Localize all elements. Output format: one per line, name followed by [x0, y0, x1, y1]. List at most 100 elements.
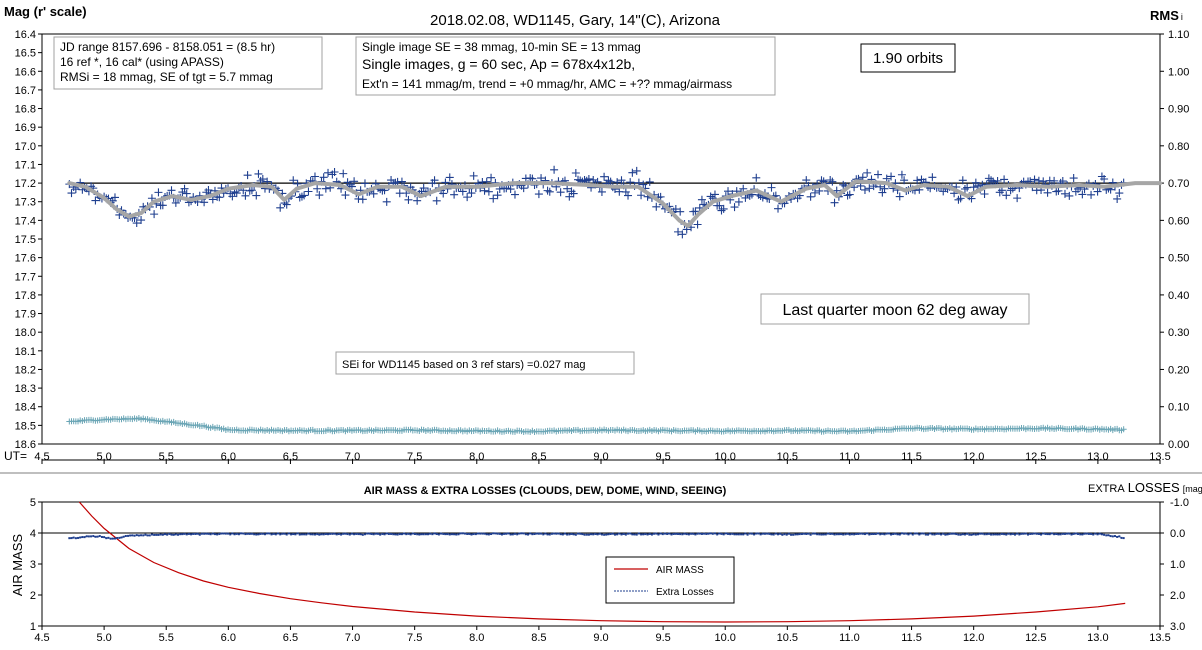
extra-losses-point [1050, 532, 1053, 535]
extra-losses-point [466, 532, 469, 535]
extra-losses-point [485, 533, 488, 536]
bottom-chart-title: AIR MASS & EXTRA LOSSES (CLOUDS, DEW, DO… [364, 485, 727, 497]
magnitude-point [652, 202, 661, 211]
top-y2-tick-label: 0.80 [1168, 141, 1189, 153]
extra-losses-point [196, 532, 199, 535]
extra-losses-point [1061, 532, 1064, 535]
extra-losses-point [894, 532, 897, 535]
magnitude-point [215, 193, 224, 202]
extra-losses-point [381, 532, 384, 535]
top-x-tick-label: 8.5 [531, 451, 546, 463]
extra-losses-point [227, 532, 230, 535]
extra-losses-point [331, 532, 334, 535]
magnitude-point [450, 190, 459, 199]
extra-losses-point [816, 533, 819, 536]
magnitude-point [597, 187, 606, 196]
extra-losses-point [216, 533, 219, 536]
extra-losses-point [407, 532, 410, 535]
extra-losses-point [770, 533, 773, 536]
extra-losses-point [861, 532, 864, 535]
bottom-plot-frame [41, 501, 1161, 627]
extra-losses-point [300, 533, 303, 536]
magnitude-point [158, 201, 167, 210]
extra-losses-point [644, 533, 647, 536]
extra-losses-point [855, 532, 858, 535]
extra-losses-point [313, 533, 316, 536]
extra-losses-point [113, 537, 116, 540]
extra-losses-point [463, 532, 466, 535]
extra-losses-point [279, 533, 282, 536]
top-y-tick-label: 17.7 [15, 271, 36, 283]
magnitude-point [487, 173, 496, 182]
bottom-y-tick-label: 5 [30, 497, 36, 509]
extra-losses-point [905, 532, 908, 535]
extra-losses-point [711, 532, 714, 535]
extra-losses-point [1074, 532, 1077, 535]
extra-losses-point [966, 532, 969, 535]
extra-losses-point [618, 532, 621, 535]
extra-losses-point [329, 532, 332, 535]
magnitude-point [232, 189, 241, 198]
extra-losses-point [1094, 532, 1097, 535]
extra-losses-point [772, 533, 775, 536]
top-x-label: UT= [4, 449, 27, 463]
extra-losses-point [683, 532, 686, 535]
extra-losses-point [807, 532, 810, 535]
extra-losses-point [316, 533, 319, 536]
extra-losses-point [507, 532, 510, 535]
bottom-x-tick-label: 5.0 [96, 632, 111, 644]
extra-losses-point [327, 533, 330, 536]
extra-losses-point [753, 533, 756, 536]
bottom-x-tick-label: 8.0 [469, 632, 484, 644]
magnitude-point [1000, 175, 1009, 184]
extra-losses-point [90, 535, 93, 538]
extra-losses-point [674, 532, 677, 535]
extra-losses-point [744, 532, 747, 535]
extra-losses-point [309, 533, 312, 536]
extra-losses-point [724, 532, 727, 535]
top-y2-tick-label: 0.30 [1168, 327, 1189, 339]
extra-losses-point [881, 532, 884, 535]
extra-losses-point [490, 533, 493, 536]
extra-losses-point [987, 532, 990, 535]
magnitude-point [913, 176, 922, 185]
extra-losses-point [498, 532, 501, 535]
extra-losses-point [1042, 532, 1045, 535]
magnitude-point [282, 200, 291, 209]
extra-losses-point [118, 536, 121, 539]
extra-losses-point [87, 535, 90, 538]
extra-losses-point [131, 534, 134, 537]
extra-losses-point [537, 532, 540, 535]
magnitude-point [304, 187, 313, 196]
extra-losses-point [177, 533, 180, 536]
extra-losses-point [616, 533, 619, 536]
magnitude-point [1054, 186, 1063, 195]
magnitude-point [887, 172, 896, 181]
extra-losses-point [737, 533, 740, 536]
magnitude-point [150, 210, 159, 219]
extra-losses-point [270, 533, 273, 536]
extra-losses-point [468, 532, 471, 535]
extra-losses-point [437, 533, 440, 536]
extra-losses-point [355, 532, 358, 535]
annotation-jd-line-2: 16 ref *, 16 cal* (using APASS) [60, 55, 224, 69]
extra-losses-point [1070, 533, 1073, 536]
extra-losses-point [818, 533, 821, 536]
extra-losses-point [472, 533, 475, 536]
extra-losses-point [1031, 532, 1034, 535]
extra-losses-point [470, 533, 473, 536]
extra-losses-point [1020, 532, 1023, 535]
extra-losses-point [979, 532, 982, 535]
magnitude-point [710, 190, 719, 199]
extra-losses-point [159, 533, 162, 536]
extra-losses-point [640, 533, 643, 536]
extra-losses-point [166, 533, 169, 536]
extra-losses-point [387, 533, 390, 536]
extra-losses-point [207, 532, 210, 535]
magnitude-point [369, 189, 378, 198]
extra-losses-point [533, 533, 536, 536]
extra-losses-point [890, 533, 893, 536]
magnitude-point [1034, 176, 1043, 185]
magnitude-point [730, 203, 739, 212]
extra-losses-point [611, 532, 614, 535]
